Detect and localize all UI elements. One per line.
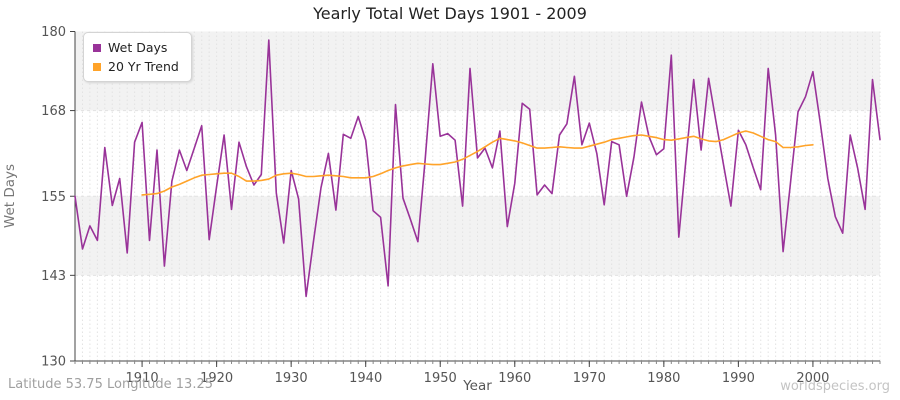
- svg-text:1970: 1970: [573, 371, 606, 386]
- svg-text:1990: 1990: [722, 371, 755, 386]
- svg-text:180: 180: [41, 25, 66, 40]
- svg-text:1980: 1980: [647, 371, 680, 386]
- svg-text:1930: 1930: [275, 371, 308, 386]
- legend-item-label: 20 Yr Trend: [108, 59, 179, 74]
- latitude-longitude-caption: Latitude 53.75 Longitude 13.25: [8, 377, 213, 392]
- legend-item-wet-days: Wet Days: [93, 38, 179, 57]
- svg-text:1940: 1940: [349, 371, 382, 386]
- svg-text:130: 130: [41, 355, 66, 370]
- svg-text:1960: 1960: [498, 371, 531, 386]
- svg-text:1910: 1910: [126, 371, 159, 386]
- legend-item-label: Wet Days: [108, 40, 168, 55]
- svg-text:143: 143: [41, 269, 66, 284]
- watermark: worldspecies.org: [780, 379, 890, 394]
- chart-title: Yearly Total Wet Days 1901 - 2009: [313, 4, 587, 23]
- x-axis-label: Year: [463, 378, 492, 394]
- svg-text:1950: 1950: [424, 371, 457, 386]
- wet-days-swatch-icon: [93, 43, 101, 52]
- svg-text:1920: 1920: [200, 371, 233, 386]
- svg-text:168: 168: [41, 104, 66, 119]
- svg-text:155: 155: [41, 190, 66, 205]
- y-axis-label: Wet Days: [2, 163, 18, 229]
- legend: Wet Days 20 Yr Trend: [83, 32, 192, 82]
- legend-item-20yr-trend: 20 Yr Trend: [93, 57, 179, 76]
- svg-text:2000: 2000: [796, 371, 829, 386]
- trend-swatch-icon: [93, 62, 101, 71]
